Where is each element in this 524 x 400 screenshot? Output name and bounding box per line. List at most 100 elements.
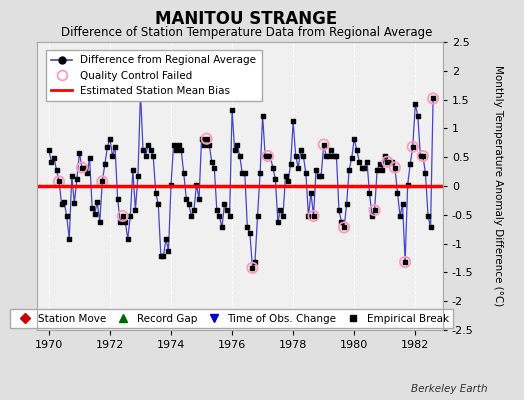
Point [291, 153, 300, 159]
Point [243, 224, 252, 231]
Point [65, 236, 73, 242]
Point [147, 147, 155, 154]
Point [205, 141, 213, 148]
Point [169, 141, 178, 148]
Point [50, 155, 58, 162]
Point [304, 213, 313, 219]
Point [299, 153, 308, 159]
Point [187, 213, 195, 219]
Point [294, 164, 302, 171]
Point [55, 178, 63, 184]
Point [228, 107, 236, 113]
Point [78, 164, 86, 171]
Point [139, 147, 147, 154]
Point [165, 247, 173, 254]
Point [370, 207, 379, 213]
Point [238, 170, 246, 176]
Point [58, 201, 66, 208]
Point [317, 172, 325, 179]
Point [131, 207, 139, 213]
Point [126, 213, 135, 219]
Point [241, 170, 249, 176]
Point [429, 95, 438, 102]
Point [342, 201, 351, 208]
Point [215, 213, 224, 219]
Point [73, 176, 81, 182]
Point [248, 264, 257, 271]
Point [406, 161, 414, 167]
Point [360, 164, 368, 171]
Point [103, 144, 112, 150]
Point [190, 207, 198, 213]
Point [419, 153, 427, 159]
Point [391, 164, 399, 171]
Point [429, 95, 438, 102]
Point [200, 141, 208, 148]
Point [113, 196, 122, 202]
Point [52, 167, 61, 173]
Point [253, 213, 261, 219]
Text: Berkeley Earth: Berkeley Earth [411, 384, 487, 394]
Point [413, 112, 422, 119]
Point [55, 178, 63, 184]
Point [355, 159, 364, 165]
Point [116, 218, 124, 225]
Point [141, 153, 150, 159]
Point [302, 170, 310, 176]
Point [70, 200, 79, 206]
Point [383, 159, 391, 165]
Point [91, 210, 99, 217]
Point [297, 147, 305, 154]
Point [248, 264, 257, 271]
Point [409, 144, 417, 150]
Point [202, 136, 211, 142]
Point [111, 144, 119, 150]
Point [213, 207, 221, 213]
Point [327, 147, 335, 154]
Point [340, 224, 348, 231]
Point [309, 213, 318, 219]
Point [208, 159, 216, 165]
Point [281, 172, 290, 179]
Point [83, 170, 91, 176]
Point [279, 213, 287, 219]
Point [320, 141, 328, 148]
Point [324, 153, 333, 159]
Point [358, 164, 366, 171]
Point [225, 213, 234, 219]
Point [365, 190, 374, 196]
Point [312, 167, 320, 173]
Point [409, 144, 417, 150]
Point [276, 207, 285, 213]
Point [284, 178, 292, 184]
Point [246, 230, 254, 236]
Point [322, 153, 331, 159]
Point [177, 147, 185, 154]
Point [314, 172, 323, 179]
Point [330, 153, 338, 159]
Point [373, 167, 381, 173]
Point [118, 213, 127, 219]
Point [264, 153, 272, 159]
Point [202, 136, 211, 142]
Point [134, 172, 142, 179]
Point [210, 164, 219, 171]
Point [353, 147, 361, 154]
Point [427, 224, 435, 231]
Point [162, 236, 170, 242]
Point [151, 190, 160, 196]
Point [172, 147, 180, 154]
Point [78, 164, 86, 171]
Point [421, 170, 430, 176]
Point [340, 224, 348, 231]
Point [419, 153, 427, 159]
Point [403, 182, 412, 188]
Legend: Station Move, Record Gap, Time of Obs. Change, Empirical Break: Station Move, Record Gap, Time of Obs. C… [10, 309, 453, 328]
Point [121, 218, 129, 225]
Point [388, 159, 397, 165]
Point [62, 213, 71, 219]
Point [363, 159, 371, 165]
Point [182, 196, 191, 202]
Point [80, 164, 89, 171]
Point [98, 178, 106, 184]
